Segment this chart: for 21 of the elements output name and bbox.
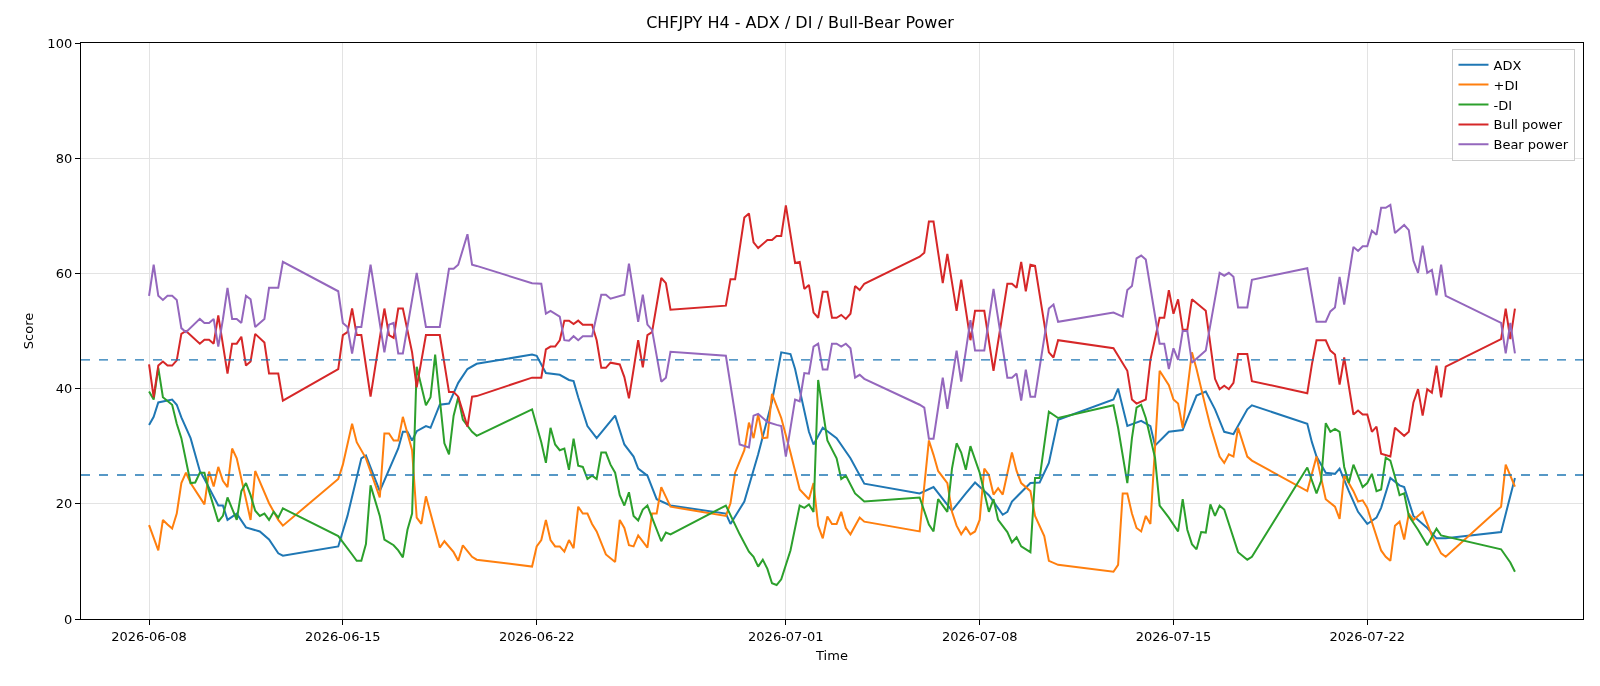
y-tick-label: 40 — [55, 381, 73, 397]
legend-label: +DI — [1493, 77, 1519, 93]
x-tick-label: 2026-07-08 — [941, 628, 1018, 644]
legend-label: Bull power — [1493, 117, 1563, 133]
legend-label: Bear power — [1493, 137, 1569, 153]
x-tick-label: 2026-07-22 — [1329, 628, 1406, 644]
x-tick-label: 2026-06-15 — [305, 628, 381, 644]
legend-label: ADX — [1493, 57, 1522, 73]
y-tick-label: 100 — [47, 35, 73, 51]
y-tick-label: 80 — [55, 150, 73, 166]
x-tick-label: 2026-06-22 — [498, 628, 575, 644]
y-axis-title: Score — [21, 312, 37, 350]
x-axis-title: Time — [815, 648, 848, 664]
chart-title: CHFJPY H4 - ADX / DI / Bull-Bear Power — [646, 13, 955, 33]
y-tick-label: 0 — [63, 611, 73, 627]
x-tick-label: 2026-06-08 — [111, 628, 187, 644]
x-tick-label: 2026-07-15 — [1135, 628, 1212, 644]
y-tick-label: 60 — [55, 265, 73, 281]
legend-label: -DI — [1493, 97, 1513, 113]
x-tick-label: 2026-07-01 — [748, 628, 824, 644]
y-tick-label: 20 — [55, 496, 73, 512]
